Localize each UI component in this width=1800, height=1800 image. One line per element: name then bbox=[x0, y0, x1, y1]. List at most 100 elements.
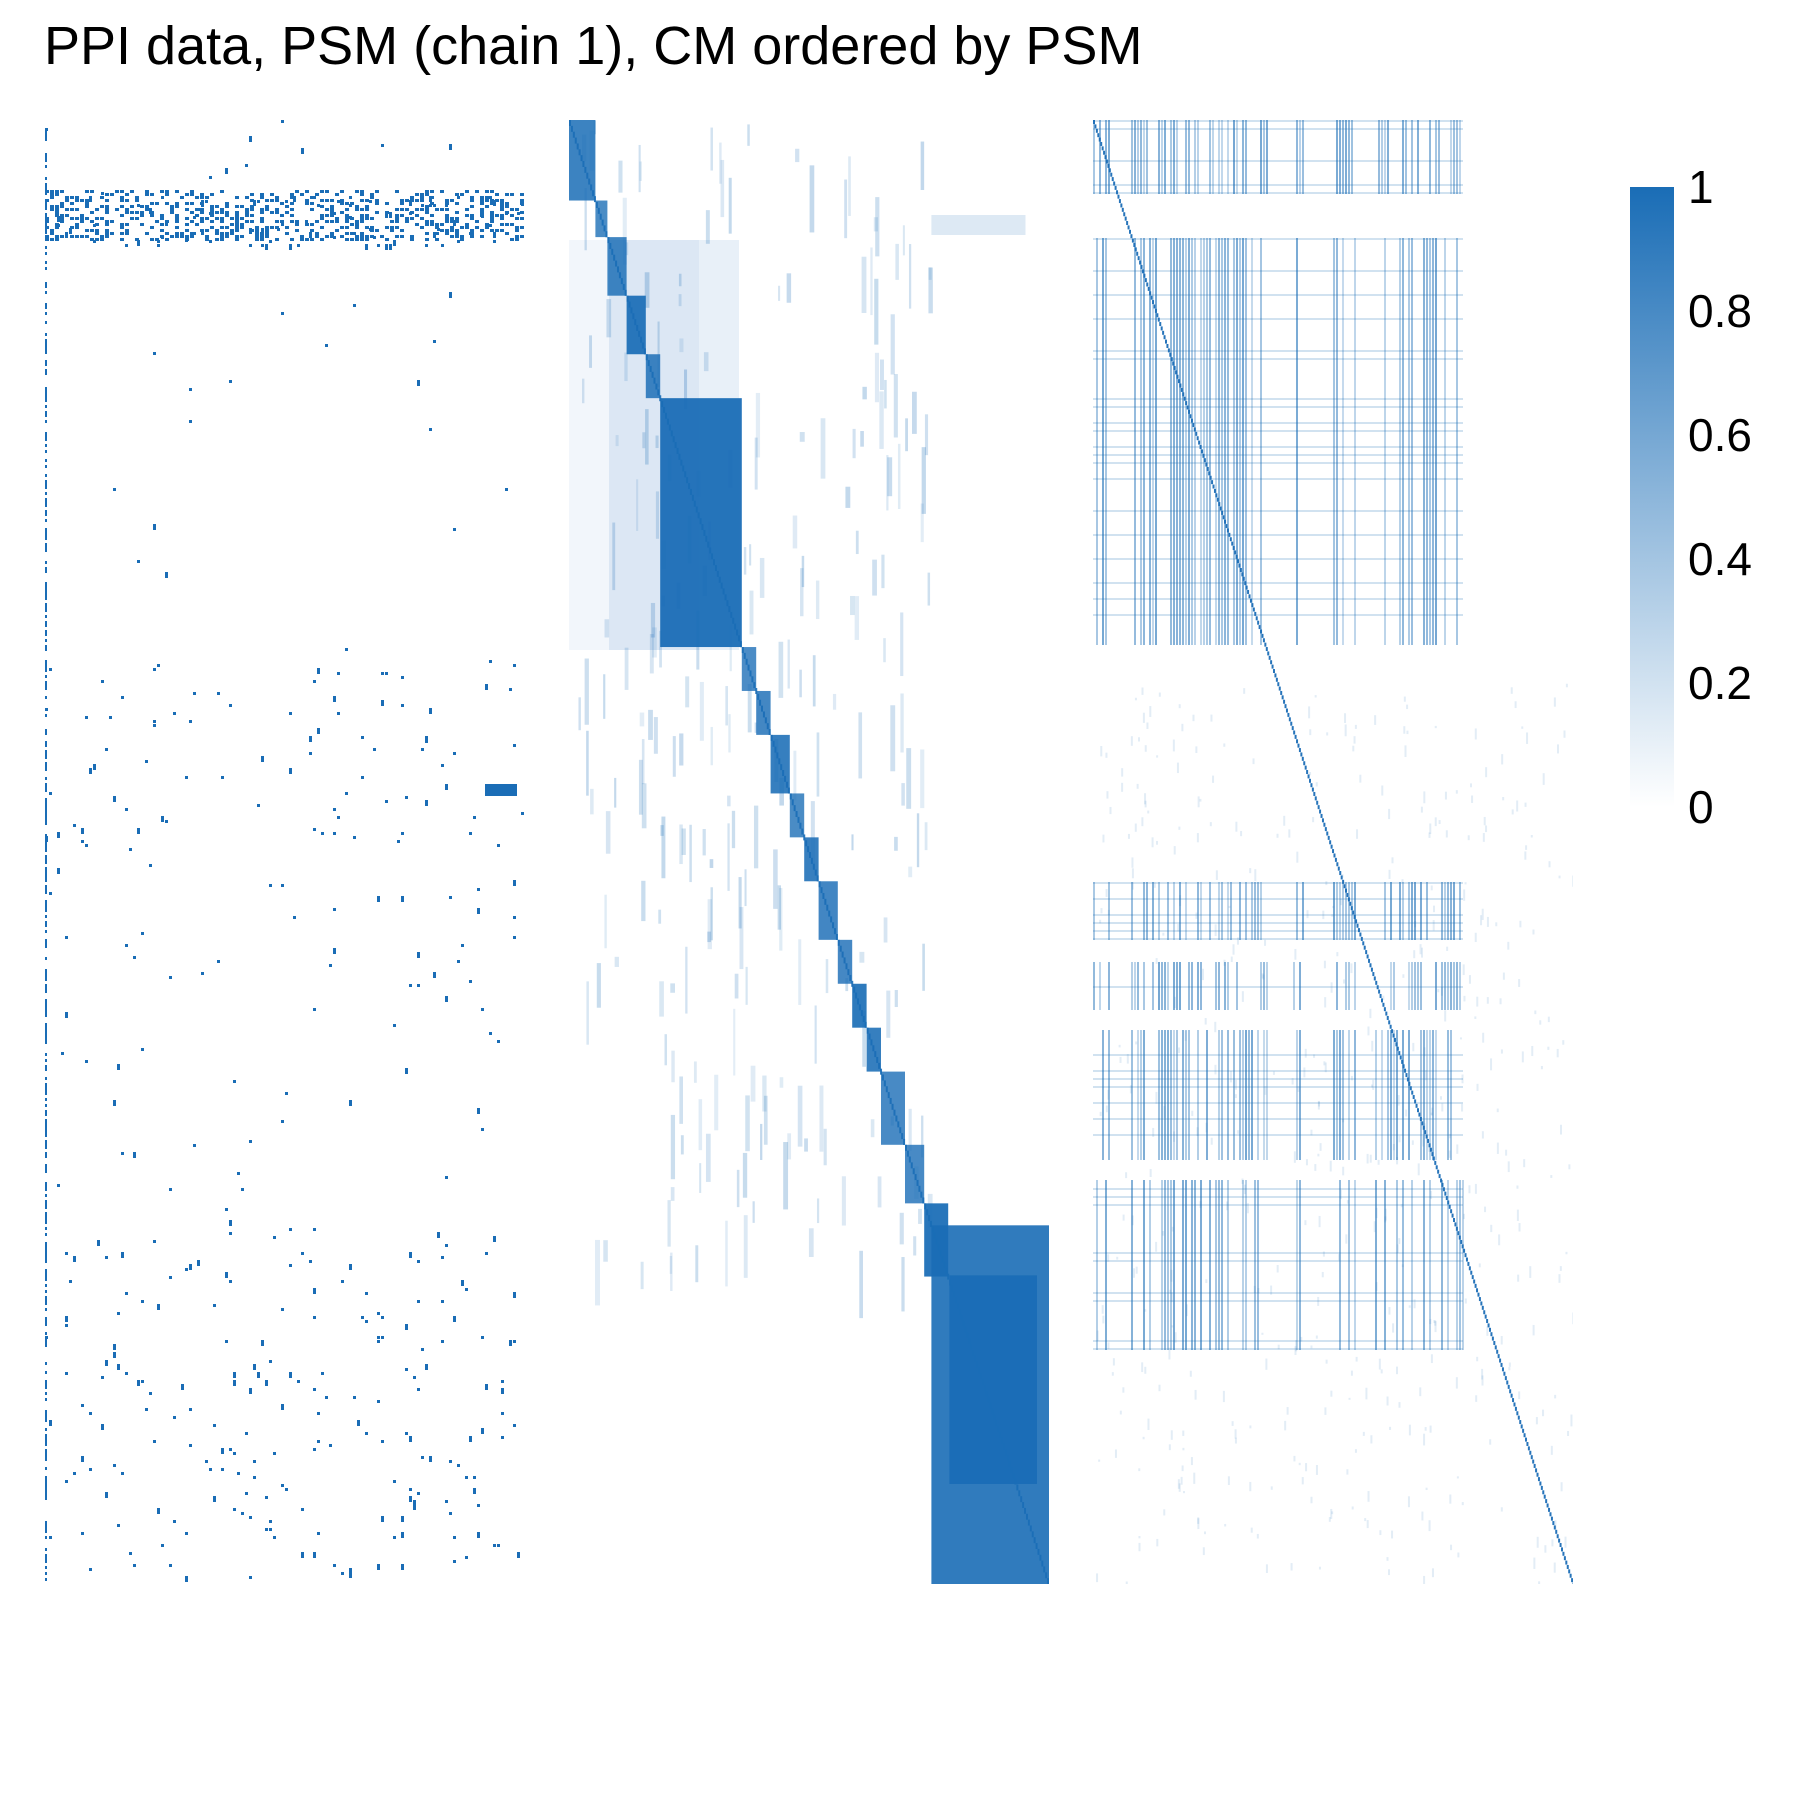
ppi-dot bbox=[261, 228, 264, 234]
cm-cell bbox=[1245, 120, 1247, 194]
psm-cell bbox=[680, 1135, 684, 1155]
cm-cell bbox=[1333, 853, 1336, 858]
ppi-dot bbox=[190, 235, 194, 238]
cm-cell bbox=[1223, 743, 1226, 747]
cm-cell bbox=[1124, 216, 1127, 221]
ppi-dot bbox=[501, 1388, 504, 1394]
cm-cell bbox=[1143, 1030, 1145, 1160]
ppi-dot bbox=[55, 193, 59, 196]
cm-cell bbox=[1137, 256, 1140, 261]
ppi-dot bbox=[45, 345, 47, 348]
ppi-dot bbox=[45, 1023, 47, 1026]
cm-cell bbox=[1095, 128, 1098, 133]
cm-cell bbox=[1558, 1274, 1561, 1283]
psm-cell bbox=[613, 254, 616, 261]
cm-cell bbox=[1275, 677, 1278, 682]
cm-cell bbox=[1430, 1354, 1433, 1364]
cm-cell bbox=[1241, 572, 1244, 577]
ppi-dot bbox=[355, 190, 359, 193]
psm-cell bbox=[902, 225, 905, 256]
cm-cell bbox=[1302, 120, 1304, 194]
ppi-dot bbox=[333, 696, 336, 702]
psm-cell bbox=[578, 697, 581, 731]
ppi-dot bbox=[90, 220, 94, 223]
ppi-dot bbox=[45, 387, 47, 390]
psm-cell bbox=[877, 1176, 882, 1208]
cm-cell bbox=[1226, 528, 1229, 533]
psm-cell bbox=[711, 553, 714, 560]
ppi-dot bbox=[457, 1464, 460, 1467]
ppi-dot bbox=[349, 196, 352, 199]
ppi-dot bbox=[377, 896, 380, 902]
psm-cell bbox=[921, 1115, 924, 1158]
cm-cell bbox=[1188, 962, 1190, 1010]
cm-cell bbox=[1373, 1221, 1376, 1233]
cm-cell bbox=[1215, 238, 1217, 645]
cm-cell bbox=[1411, 120, 1413, 194]
ppi-dot bbox=[45, 156, 47, 159]
psm-cell bbox=[928, 267, 933, 314]
cm-cell bbox=[1519, 1420, 1522, 1425]
ppi-dot bbox=[121, 1472, 124, 1475]
ppi-dot bbox=[490, 214, 494, 217]
cm-cell bbox=[1093, 1204, 1463, 1206]
psm-cell bbox=[668, 424, 671, 431]
cm-cell bbox=[1500, 1507, 1503, 1512]
ppi-dot bbox=[95, 217, 99, 220]
cm-cell bbox=[1100, 745, 1103, 757]
ppi-dot bbox=[185, 208, 189, 211]
cm-cell bbox=[1196, 1127, 1199, 1136]
ppi-dot bbox=[381, 144, 384, 147]
cm-cell bbox=[1093, 422, 1463, 424]
ppi-dot bbox=[301, 1252, 304, 1255]
cm-cell bbox=[1305, 1159, 1308, 1166]
ppi-dot bbox=[201, 204, 204, 207]
cm-cell bbox=[1218, 502, 1221, 507]
psm-cell bbox=[578, 149, 581, 156]
ppi-dot bbox=[333, 1564, 336, 1567]
psm-cell bbox=[901, 1257, 905, 1312]
cm-cell bbox=[1264, 1086, 1267, 1095]
cm-cell bbox=[1531, 1045, 1534, 1057]
cm-cell bbox=[1424, 1130, 1427, 1135]
ppi-dot bbox=[360, 238, 364, 241]
ppi-dot bbox=[229, 1220, 232, 1226]
cm-cell bbox=[1499, 998, 1502, 1005]
ppi-dot bbox=[45, 1227, 47, 1230]
cm-cell bbox=[1129, 229, 1131, 234]
cm-cell bbox=[1496, 1108, 1499, 1113]
ppi-dot bbox=[120, 205, 124, 208]
ppi-dot bbox=[201, 232, 204, 235]
colorbar-tick-3: 0.4 bbox=[1688, 533, 1752, 585]
ppi-dot bbox=[45, 1272, 47, 1275]
ppi-dot bbox=[105, 208, 109, 211]
psm-cell bbox=[626, 295, 629, 302]
ppi-dot bbox=[45, 585, 47, 588]
cm-cell bbox=[1507, 1384, 1510, 1389]
ppi-dot bbox=[55, 190, 59, 193]
ppi-dot bbox=[45, 450, 47, 453]
psm-cell bbox=[793, 750, 797, 801]
ppi-dot bbox=[280, 214, 284, 217]
ppi-dot bbox=[45, 669, 47, 672]
ppi-dot bbox=[477, 1532, 480, 1538]
ppi-dot bbox=[175, 235, 179, 238]
cm-cell bbox=[1425, 1487, 1428, 1491]
cm-cell bbox=[1431, 1107, 1434, 1116]
cm-cell bbox=[1419, 944, 1422, 955]
cm-cell bbox=[1093, 922, 1463, 924]
ppi-dot bbox=[470, 196, 474, 199]
ppi-dot bbox=[45, 1560, 47, 1563]
ppi-dot bbox=[450, 220, 454, 223]
cm-cell bbox=[1301, 1477, 1304, 1485]
ppi-dot bbox=[175, 220, 179, 223]
psm-cell bbox=[874, 352, 880, 403]
cm-cell bbox=[1180, 387, 1183, 392]
cm-cell bbox=[1342, 1030, 1344, 1160]
psm-cell bbox=[799, 822, 802, 829]
cm-cell bbox=[1390, 962, 1392, 1010]
cm-cell bbox=[1347, 897, 1350, 902]
cm-cell bbox=[1261, 633, 1264, 638]
ppi-dot bbox=[449, 1460, 452, 1463]
cm-cell bbox=[1463, 1213, 1466, 1220]
